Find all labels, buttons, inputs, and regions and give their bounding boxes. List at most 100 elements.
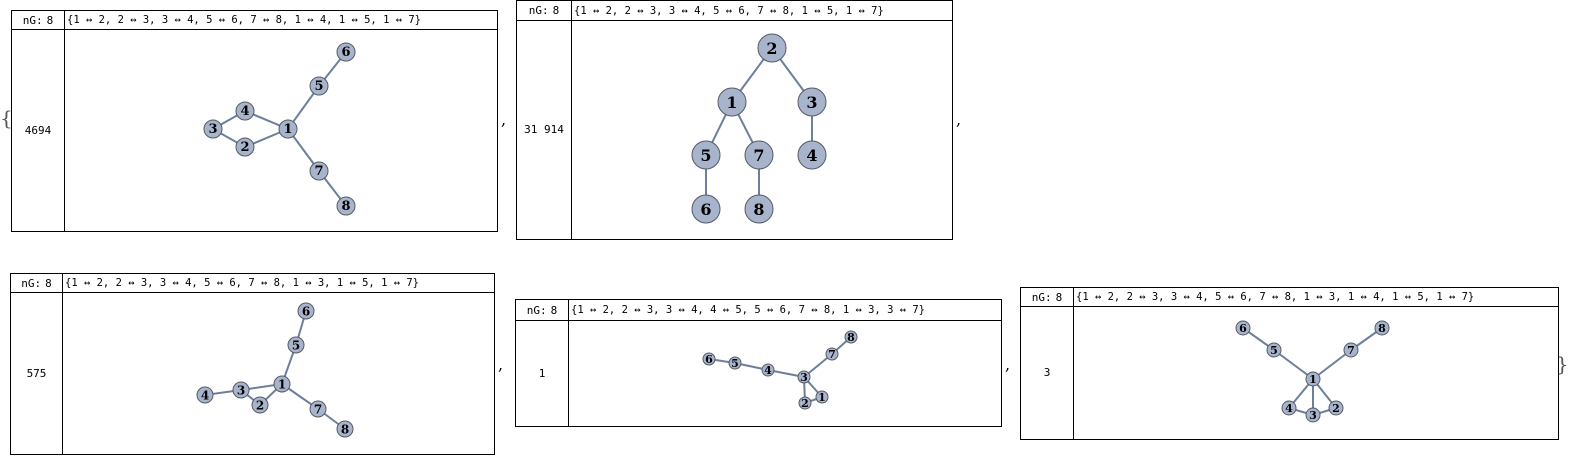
vertex-circle (309, 400, 327, 418)
separator-comma: , (498, 355, 504, 374)
edge-list: {1 ↔ 2, 2 ↔ 3, 3 ↔ 4, 4 ↔ 5, 5 ↔ 6, 7 ↔ … (571, 304, 926, 316)
vertex-circle (235, 137, 255, 157)
vertex-circle (203, 119, 223, 139)
vertex-count-value: 8 (552, 4, 560, 17)
vertex-circle (232, 381, 250, 399)
vertex-circle (702, 352, 716, 366)
outer-open-brace: { (0, 106, 13, 130)
vertex-label: 3 (1309, 409, 1317, 422)
vertex-label: 4 (201, 389, 209, 403)
vertex-circle (691, 140, 721, 170)
vertex-count-value: 8 (45, 276, 52, 290)
vertex-label: 1 (726, 93, 737, 112)
vertex-label: 2 (1332, 402, 1340, 415)
vertex-circle (844, 330, 858, 344)
graph-id: 4694 (12, 29, 65, 231)
vertex-circle (797, 140, 827, 170)
vertex-label: 5 (731, 357, 739, 370)
edge-list: {1 ↔ 2, 2 ↔ 3, 3 ↔ 4, 5 ↔ 6, 7 ↔ 8, 1 ↔ … (65, 277, 420, 289)
vertex-count-label: nG: (21, 276, 42, 290)
graph-vertex: 3 (797, 370, 811, 384)
vertex-count-cell: nG: 8 (517, 1, 572, 20)
graph-vertex: 4 (797, 140, 827, 170)
vertex-count-label: nG: (526, 303, 547, 317)
graph-vertex: 4 (196, 386, 214, 404)
vertex-count-cell: nG: 8 (1021, 288, 1074, 306)
vertex-label: 6 (705, 353, 713, 366)
vertex-circle (309, 161, 329, 181)
vertex-circle (744, 140, 774, 170)
separator-comma: , (501, 110, 507, 129)
vertex-count-value: 8 (550, 303, 558, 317)
graph-id: 3 (1021, 306, 1074, 439)
graph-vertex: 5 (287, 336, 305, 354)
vertex-circle (336, 42, 356, 62)
graph-vertex: 5 (728, 356, 742, 370)
graph-vertex: 6 (336, 42, 356, 62)
vertex-label: 7 (753, 146, 764, 165)
graph-vertex: 3 (797, 87, 827, 117)
graph-vertex: 3 (232, 381, 250, 399)
graph-id: 1 (516, 320, 569, 426)
graph-vertex: 2 (757, 33, 787, 63)
vertex-label: 3 (806, 93, 817, 112)
vertex-count-value: 8 (46, 13, 54, 27)
vertex-count-cell: nG: 8 (11, 274, 63, 292)
graph-vertex: 3 (1305, 407, 1321, 423)
edge-list: {1 ↔ 2, 2 ↔ 3, 3 ↔ 4, 5 ↔ 6, 7 ↔ 8, 1 ↔ … (574, 4, 884, 17)
graph-edge (1312, 349, 1352, 380)
vertex-label: 7 (1347, 344, 1355, 357)
vertex-count-value: 8 (1055, 290, 1063, 304)
vertex-circle (1305, 371, 1321, 387)
vertex-circle (797, 87, 827, 117)
card-header (12, 11, 497, 30)
separator-comma: , (956, 110, 962, 129)
vertex-circle (1374, 320, 1390, 336)
vertex-label: 6 (302, 305, 310, 319)
vertex-label: 5 (292, 339, 300, 353)
vertex-count-cell: nG: 8 (516, 300, 569, 320)
vertex-label: 1 (1309, 373, 1317, 386)
vertex-circle (757, 33, 787, 63)
vertex-label: 1 (818, 391, 826, 404)
graph-vertex: 5 (691, 140, 721, 170)
vertex-label: 1 (278, 378, 286, 392)
vertex-label: 2 (240, 140, 249, 155)
vertex-circle (761, 363, 775, 377)
vertex-circle (798, 396, 812, 410)
vertex-circle (278, 119, 298, 139)
vertex-label: 5 (314, 79, 323, 94)
card-header (11, 274, 494, 293)
graph-card: nG: 8 {1 ↔ 2, 2 ↔ 3, 3 ↔ 4, 4 ↔ 5, 5 ↔ 6… (515, 299, 1002, 427)
graph-vertex: 2 (1328, 400, 1344, 416)
graph-vertex: 8 (336, 420, 354, 438)
vertex-label: 6 (1239, 322, 1247, 335)
graph-vertex: 8 (336, 196, 356, 216)
vertex-circle (797, 370, 811, 384)
graph-vertex: 4 (1281, 400, 1297, 416)
graph-vertex: 4 (235, 101, 255, 121)
vertex-circle (717, 87, 747, 117)
graph-card: nG: 8 {1 ↔ 2, 2 ↔ 3, 3 ↔ 4, 5 ↔ 6, 7 ↔ 8… (516, 0, 953, 240)
graph-vertex: 1 (1305, 371, 1321, 387)
graph-vertex: 8 (744, 194, 774, 224)
vertex-label: 2 (801, 397, 809, 410)
vertex-label: 7 (828, 348, 836, 361)
vertex-circle (336, 196, 356, 216)
graph-vertex: 5 (309, 76, 329, 96)
vertex-label: 8 (753, 200, 764, 219)
vertex-label: 4 (1285, 402, 1293, 415)
vertex-label: 3 (800, 371, 808, 384)
vertex-count-label: nG: (1031, 290, 1052, 304)
vertex-circle (815, 390, 829, 404)
vertex-circle (728, 356, 742, 370)
vertex-label: 8 (341, 423, 349, 437)
vertex-label: 4 (806, 146, 817, 165)
vertex-circle (336, 420, 354, 438)
vertex-circle (235, 101, 255, 121)
vertex-circle (1266, 342, 1282, 358)
